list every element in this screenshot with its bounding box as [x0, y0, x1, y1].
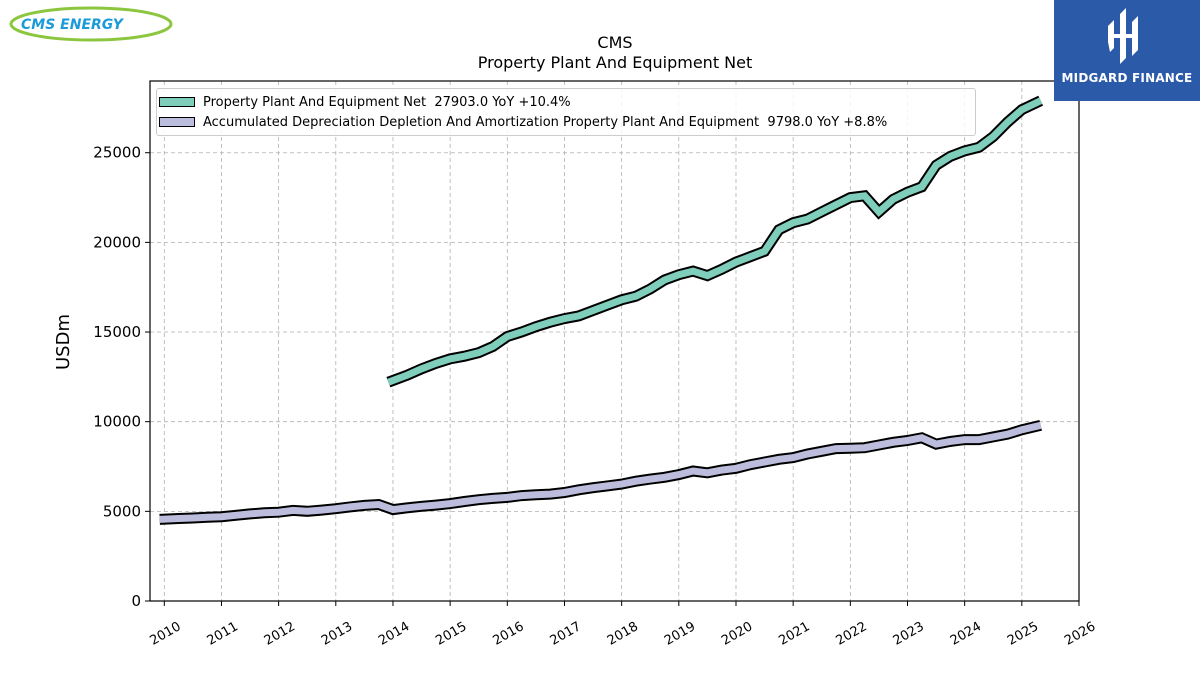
y-axis-label: USDm [53, 314, 74, 370]
series-outline [386, 95, 1044, 388]
cms-energy-logo-text: CMS ENERGY [21, 17, 125, 33]
y-tick-label: 10000 [93, 413, 141, 431]
chart-title: CMS [597, 33, 632, 52]
plot-frame [149, 80, 1080, 602]
legend-label-accumulated-depreciation: Accumulated Depreciation Depletion And A… [203, 114, 888, 130]
x-tick-label: 2013 [319, 619, 355, 649]
midgard-monogram-icon [1108, 8, 1138, 64]
x-tick-label: 2021 [776, 619, 812, 649]
x-tick-label: 2017 [548, 619, 584, 649]
x-tick-label: 2025 [1005, 619, 1041, 649]
series-core [387, 97, 1043, 386]
series-core [159, 421, 1042, 523]
x-tick-label: 2020 [719, 619, 755, 649]
x-tick-label: 2023 [891, 619, 927, 649]
y-tick-label: 20000 [93, 233, 141, 251]
chart-legend: Property Plant And Equipment Net 27903.0… [156, 88, 976, 136]
y-tick-label: 0 [131, 592, 141, 610]
axis-ticks: 0 5000 10000 15000 20000 25000 2010 2011 2012 201… [93, 144, 1098, 649]
x-tick-label: 2011 [205, 619, 241, 649]
cms-energy-swoosh-icon: CMS ENERGY [9, 6, 173, 42]
series-line-0 [386, 95, 1044, 388]
x-tick-label: 2015 [433, 619, 469, 649]
legend-label-ppe-net: Property Plant And Equipment Net 27903.0… [203, 94, 571, 110]
y-tick-label: 5000 [103, 502, 141, 520]
y-tick-label: 25000 [93, 144, 141, 162]
x-tick-label: 2024 [948, 619, 984, 649]
y-tick-label: 15000 [93, 323, 141, 341]
legend-swatch-accumulated-depreciation [159, 117, 195, 127]
series-line-1 [159, 419, 1042, 525]
x-tick-label: 2022 [833, 619, 869, 649]
legend-item-ppe-net: Property Plant And Equipment Net 27903.0… [159, 92, 571, 112]
x-tick-label: 2026 [1062, 619, 1098, 649]
cms-energy-logo: CMS ENERGY [6, 4, 176, 44]
x-tick-label: 2014 [376, 619, 412, 649]
x-tick-label: 2012 [262, 619, 298, 649]
legend-swatch-ppe-net [159, 97, 195, 107]
midgard-finance-logo-text: MIDGARD FINANCE [1061, 71, 1193, 85]
x-tick-label: 2016 [490, 619, 526, 649]
x-tick-label: 2019 [662, 619, 698, 649]
series-layer [159, 95, 1044, 525]
midgard-finance-logo: MIDGARD FINANCE [1054, 0, 1200, 101]
x-tick-label: 2018 [605, 619, 641, 649]
x-tick-label: 2010 [147, 619, 183, 649]
legend-item-accumulated-depreciation: Accumulated Depreciation Depletion And A… [159, 112, 887, 132]
chart-subtitle: Property Plant And Equipment Net [478, 53, 753, 72]
